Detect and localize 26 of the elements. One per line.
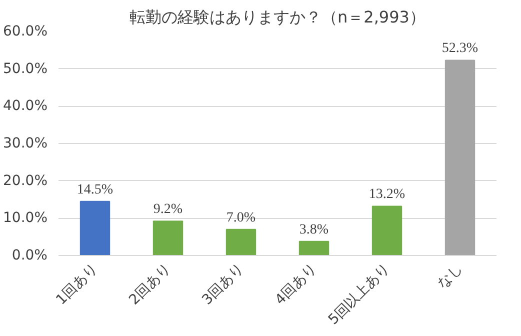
y-tick-label: 0.0% — [12, 248, 48, 264]
y-tick-label: 30.0% — [3, 136, 48, 152]
bar — [444, 60, 476, 256]
x-tick-label: 5回以上あり — [326, 260, 393, 328]
y-tick-label: 20.0% — [3, 172, 48, 189]
bar — [298, 240, 330, 256]
x-tick-label: 4回あり — [272, 260, 320, 308]
data-label: 52.3% — [442, 41, 478, 56]
data-label: 14.5% — [76, 182, 114, 198]
y-tick-label: 60.0% — [3, 24, 48, 40]
y-tick-label: 40.0% — [3, 98, 48, 114]
bar — [152, 220, 184, 256]
y-tick-label: 50.0% — [3, 60, 48, 77]
x-tick-label: なし — [434, 260, 466, 292]
bar — [80, 200, 110, 256]
x-tick-label: 1回あり — [53, 260, 101, 308]
bar — [372, 206, 402, 256]
chart-title: 転勤の経験はありますか？（n＝2,993） — [130, 8, 426, 26]
y-tick-label: 10.0% — [3, 210, 48, 226]
x-tick-label: 2回あり — [126, 260, 174, 308]
bar — [226, 228, 256, 256]
data-label: 3.8% — [299, 222, 329, 238]
data-label: 7.0% — [226, 210, 256, 226]
data-label: 9.2% — [153, 202, 183, 218]
x-tick-label: 3回あり — [199, 260, 247, 308]
data-label: 13.2% — [368, 187, 406, 202]
